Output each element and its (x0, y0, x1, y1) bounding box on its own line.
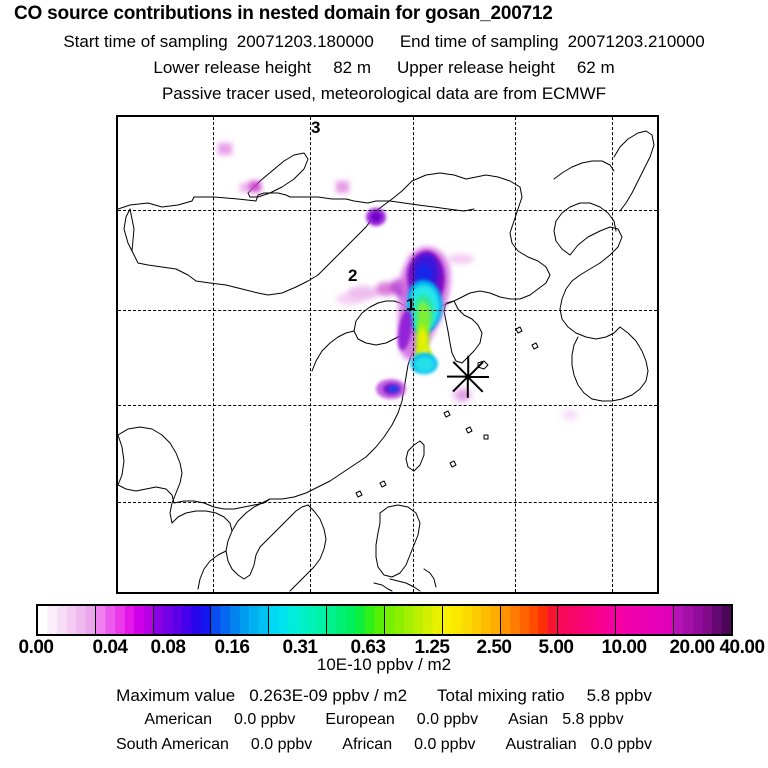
colorbar-tick: 0.16 (214, 637, 250, 658)
south-american-value: 0.0 ppbv (250, 736, 313, 753)
gridline-vertical (515, 117, 516, 592)
south-american-label: South American (115, 736, 229, 753)
gridline-vertical (213, 117, 214, 592)
tracer-note: Passive tracer used, meteorological data… (161, 84, 607, 103)
region-row-1: American 0.0 ppbv European 0.0 ppbv Asian 5.8… (0, 711, 768, 729)
total-mixing-ratio-label: Total mixing ratio (437, 686, 565, 705)
colorbar-segment (674, 606, 731, 634)
page-title: CO source contributions in nested domain… (14, 3, 553, 24)
colorbar-gradient (36, 604, 733, 636)
grid-label-2: 2 (348, 266, 358, 285)
colorbar-segment (558, 606, 617, 634)
max-value: 0.263E-09 ppbv / m2 (249, 686, 408, 705)
grid-label-3: 3 (311, 118, 321, 137)
max-value-label: Maximum value (116, 686, 236, 705)
colorbar-tick: 40.00 (719, 637, 765, 658)
gridline-horizontal (118, 502, 657, 503)
colorbar-tick-labels: 0.00 0.04 0.08 0.16 0.31 0.63 1.25 2.50 … (0, 637, 768, 661)
asian-label: Asian (508, 711, 549, 728)
asian-value: 5.8 ppbv (562, 711, 624, 728)
colorbar-segment (500, 606, 559, 634)
colorbar-tick: 10.00 (601, 637, 647, 658)
colorbar-unit-label: 10E-10 ppbv / m2 (316, 655, 452, 674)
release-height-line: Lower release height 82 m Upper release he… (0, 58, 768, 78)
lower-release-value: 82 m (333, 58, 371, 77)
colorbar-segment (269, 606, 328, 634)
lower-release-label: Lower release height (153, 58, 312, 77)
colorbar-segment (327, 606, 385, 634)
american-value: 0.0 ppbv (233, 711, 296, 728)
max-and-total-row: Maximum value 0.263E-09 ppbv / m2 Total mi… (0, 686, 768, 706)
upper-release-label: Upper release height (397, 58, 555, 77)
gridline-horizontal (118, 310, 657, 311)
colorbar-tick: 20.00 (669, 637, 715, 658)
african-value: 0.0 ppbv (414, 736, 476, 753)
colorbar-tick: 1.25 (414, 637, 450, 658)
start-time-value: 20071203.180000 (236, 32, 374, 51)
australian-label: Australian (505, 736, 577, 753)
map-panel[interactable]: 3 2 1 (116, 115, 659, 594)
gridline-vertical (612, 117, 613, 592)
grid-label-1: 1 (406, 295, 416, 314)
concentration-plume-layer (218, 143, 578, 420)
end-time-label: End time of sampling (399, 32, 559, 51)
colorbar-tick: 0.08 (150, 637, 186, 658)
colorbar-segment (211, 606, 270, 634)
gridline-vertical (310, 117, 311, 592)
european-value: 0.0 ppbv (416, 711, 479, 728)
australian-value: 0.0 ppbv (590, 736, 653, 753)
colorbar-tick: 0.00 (18, 637, 54, 658)
colorbar-segment (384, 606, 443, 634)
colorbar-segment (95, 606, 154, 634)
colorbar-tick: 0.31 (282, 637, 318, 658)
gridline-horizontal (118, 210, 657, 211)
colorbar-segment (442, 606, 501, 634)
colorbar-tick: 0.63 (350, 637, 386, 658)
map-inner: 3 2 1 (118, 117, 657, 592)
star-marker (446, 354, 490, 398)
gridline-vertical (413, 117, 414, 592)
region-row-2: South American 0.0 ppbv African 0.0 ppbv Aus… (0, 736, 768, 754)
colorbar-tick: 0.04 (92, 637, 128, 658)
colorbar-segment (616, 606, 675, 634)
colorbar-tick: 5.00 (538, 637, 574, 658)
start-time-label: Start time of sampling (63, 32, 228, 51)
colorbar-segment (153, 606, 212, 634)
coastline-layer (118, 130, 655, 592)
colorbar-segment (38, 606, 96, 634)
upper-release-value: 62 m (576, 58, 615, 77)
total-mixing-ratio-value: 5.8 ppbv (586, 686, 652, 705)
american-label: American (144, 711, 212, 728)
colorbar-tick: 2.50 (476, 637, 512, 658)
european-label: European (325, 711, 395, 728)
african-label: African (342, 736, 393, 753)
sampling-time-line: Start time of sampling 20071203.180000 End… (0, 32, 768, 52)
gridline-horizontal (118, 405, 657, 406)
end-time-value: 20071203.210000 (567, 32, 705, 51)
colorbar (36, 604, 733, 636)
